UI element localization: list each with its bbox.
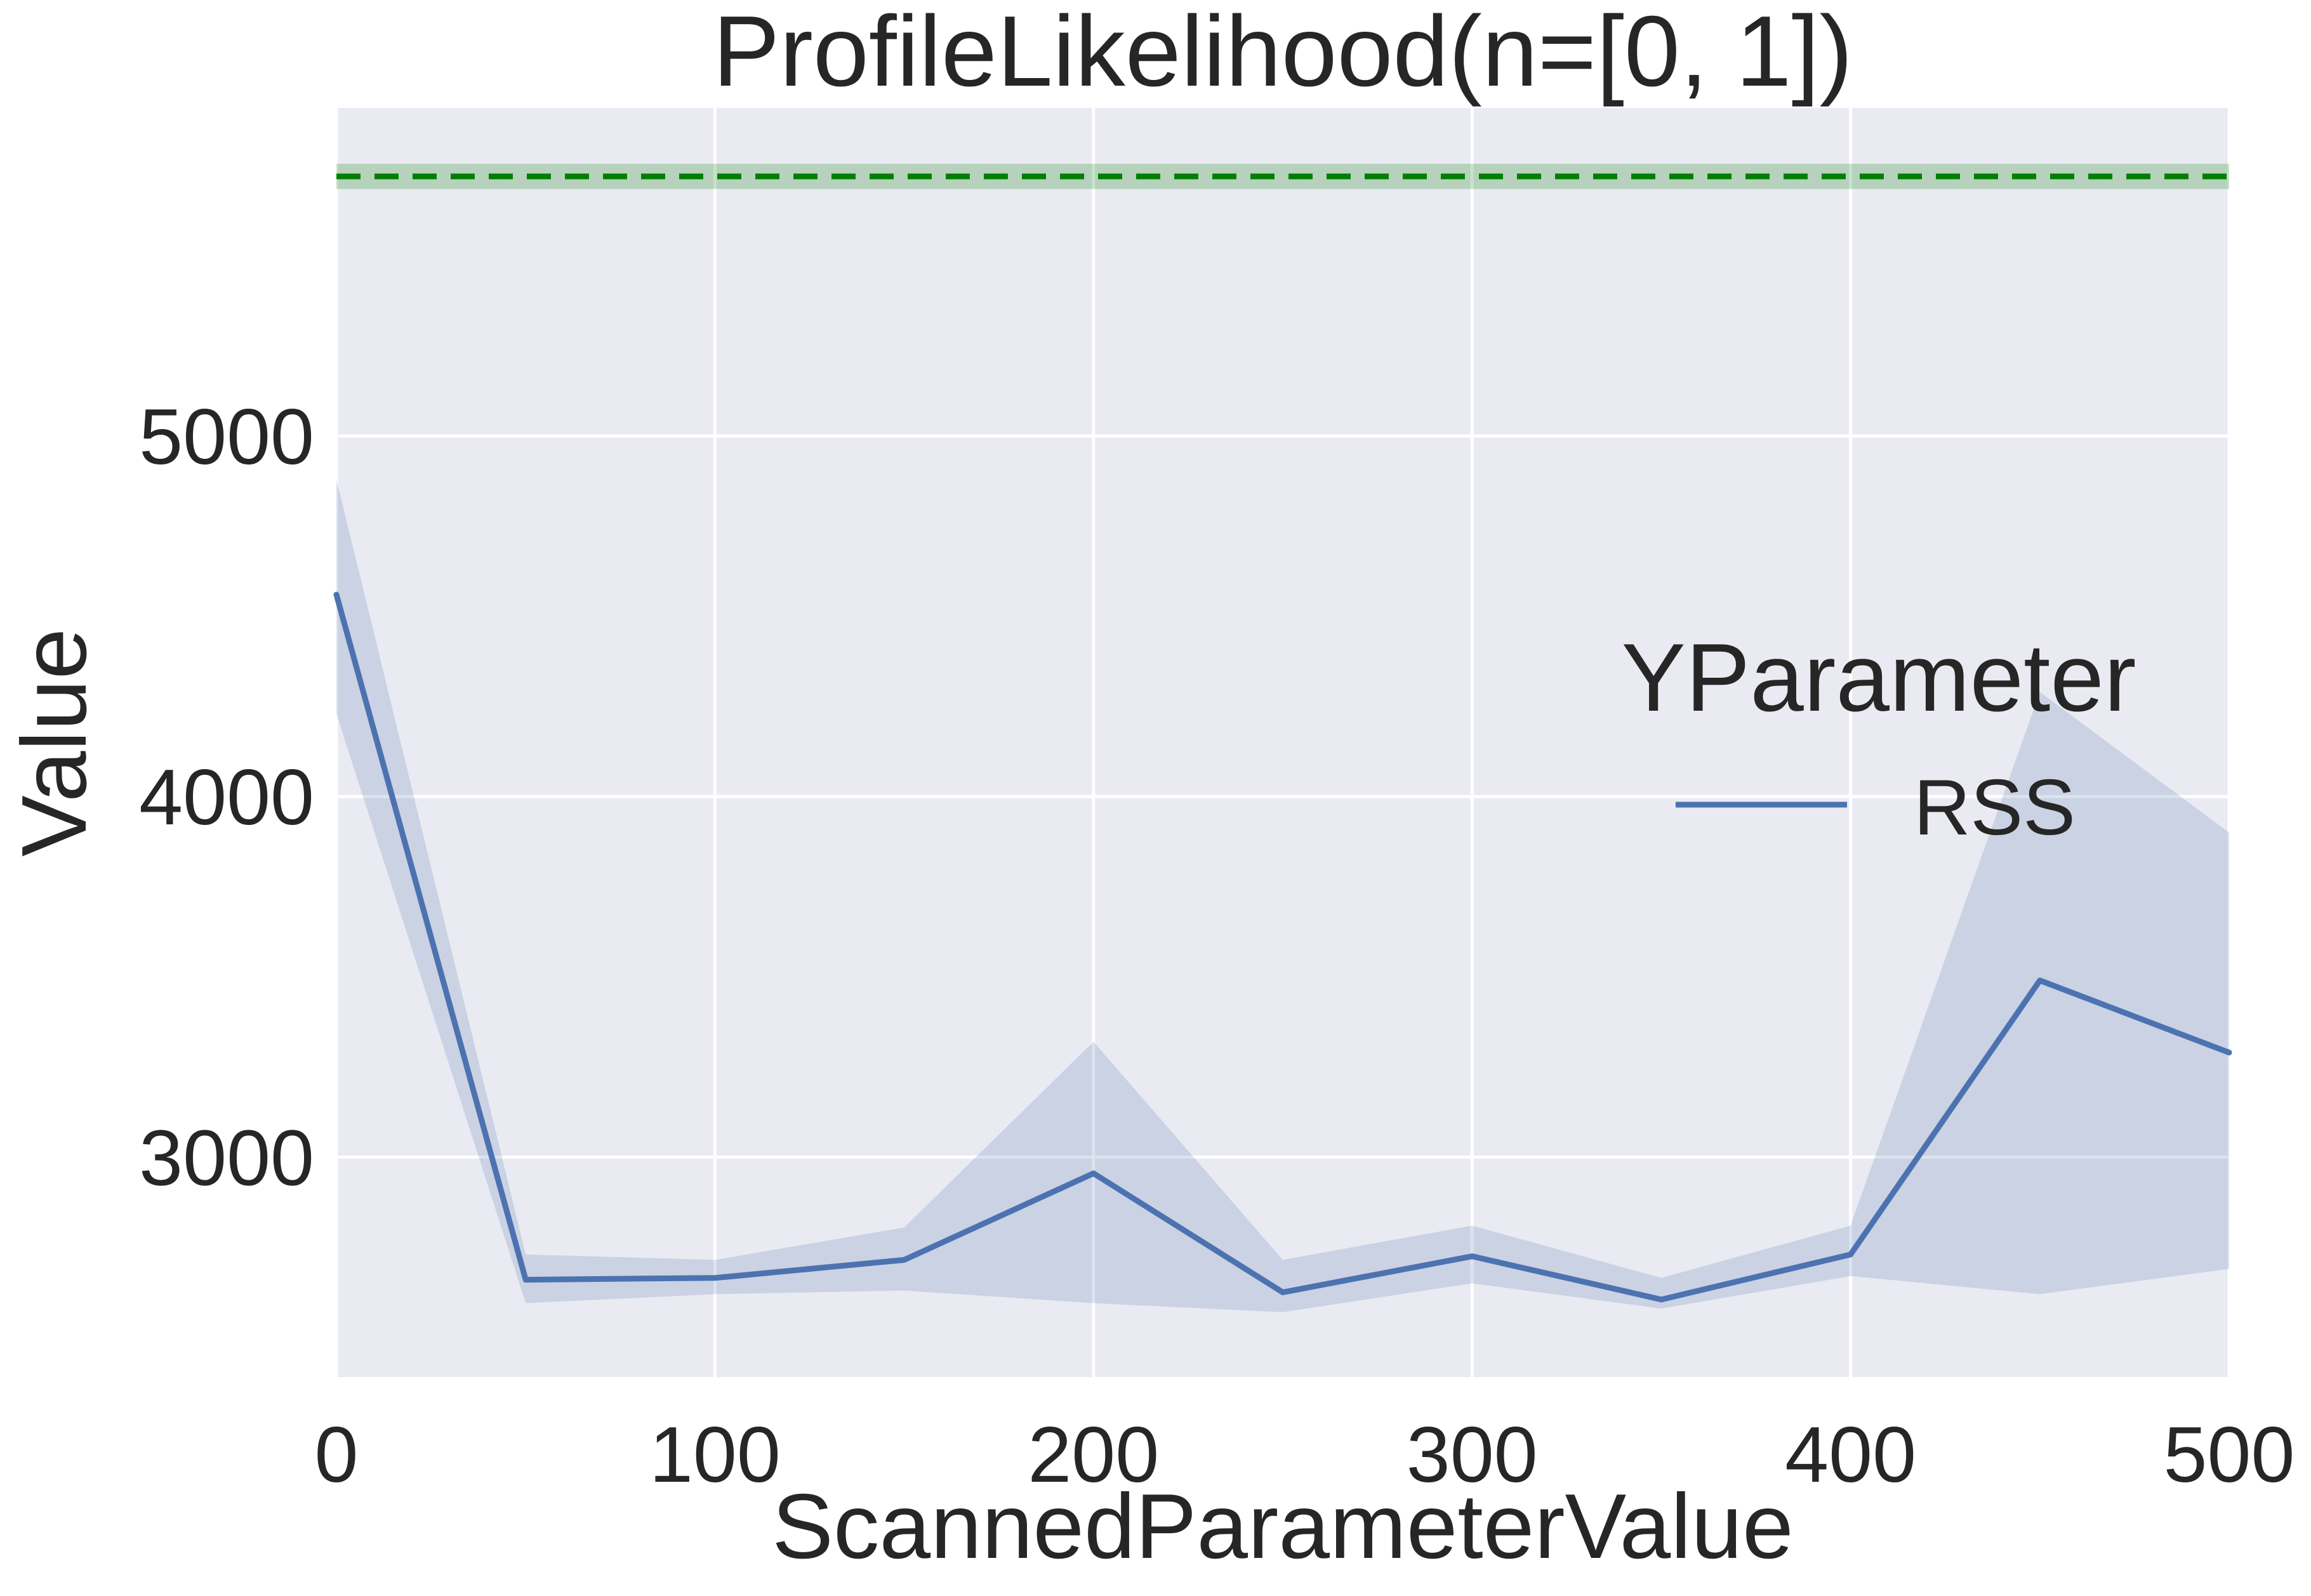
chart-title: ProfileLikelihood(n=[0, 1]) [713, 0, 1853, 107]
x-tick-label: 0 [315, 1411, 359, 1499]
series-line-group [333, 591, 2232, 1303]
x-tick-label: 200 [1028, 1411, 1159, 1499]
confidence-band-group [336, 479, 2229, 1312]
x-tick-label: 100 [649, 1411, 781, 1499]
x-tick-label: 300 [1407, 1411, 1538, 1499]
legend-label-rss: RSS [1914, 764, 2076, 852]
grid [334, 108, 2231, 1377]
y-tick-labels: 3000 4000 5000 [139, 393, 314, 1202]
x-tick-label: 500 [2164, 1411, 2295, 1499]
series-line-rss [333, 591, 2232, 1303]
reference-line-group [336, 164, 2229, 189]
legend: YParameter RSS [1622, 624, 2136, 852]
x-tick-labels: 0 100 200 300 400 500 [315, 1411, 2295, 1499]
x-axis-label: ScannedParameterValue [772, 1475, 1793, 1578]
confidence-band-rss [336, 479, 2229, 1312]
legend-title: YParameter [1622, 624, 2136, 732]
y-axis-label: Value [3, 628, 105, 857]
y-tick-label: 4000 [139, 754, 314, 841]
y-tick-label: 3000 [139, 1114, 314, 1202]
y-tick-label: 5000 [139, 393, 314, 481]
x-tick-label: 400 [1785, 1411, 1916, 1499]
